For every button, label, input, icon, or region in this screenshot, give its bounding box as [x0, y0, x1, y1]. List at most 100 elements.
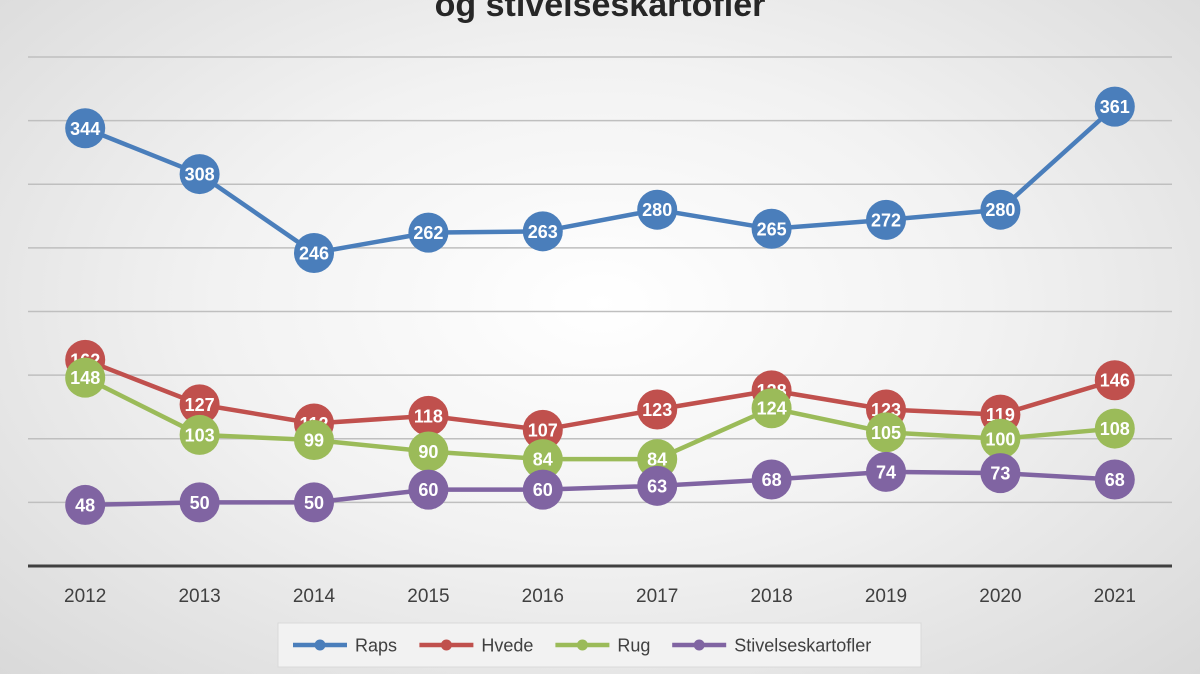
data-label: 280: [642, 200, 672, 220]
data-point: [751, 459, 792, 500]
data-label: 90: [418, 442, 438, 462]
x-tick-label: 2012: [64, 586, 106, 607]
data-point: [408, 469, 449, 510]
legend: Raps Hvede Rug Stivelseskartofler: [277, 622, 922, 668]
data-label: 361: [1100, 97, 1130, 117]
x-tick-label: 2021: [1094, 586, 1136, 607]
x-tick-label: 2015: [407, 586, 449, 607]
data-label: 119: [986, 405, 1015, 425]
data-point: [522, 469, 563, 510]
data-label: 344: [70, 119, 100, 139]
data-label: 74: [876, 462, 896, 482]
data-point: [294, 482, 334, 523]
data-label: 246: [299, 243, 329, 263]
data-label: 107: [528, 420, 558, 440]
data-label: 68: [1105, 470, 1125, 490]
data-label: 280: [985, 200, 1015, 220]
data-point: [980, 453, 1021, 494]
data-label: 63: [647, 476, 667, 496]
data-point: [1094, 360, 1135, 401]
data-point: [866, 451, 906, 492]
data-point: [866, 412, 906, 453]
data-point: [751, 388, 792, 429]
data-label: 108: [1100, 419, 1130, 439]
data-point: [980, 418, 1021, 459]
legend-marker: [693, 639, 705, 651]
series-rug: 148 103 99 90 84 84 124 105 100 108: [65, 357, 1135, 480]
x-tick-label: 2017: [636, 586, 678, 607]
data-point: [637, 465, 678, 506]
data-point: [408, 212, 449, 253]
data-label: 50: [190, 493, 210, 513]
data-label: 48: [75, 495, 95, 515]
series-stivelseskartofler: 48 50 50 60 60 63 68 74 73 68: [65, 451, 1135, 525]
data-point: [179, 384, 220, 425]
legend-marker: [440, 639, 452, 651]
x-tick-label: 2014: [293, 586, 336, 607]
data-point: [637, 189, 678, 230]
data-label: 118: [414, 406, 443, 426]
data-label: 262: [413, 223, 443, 243]
chart-title: og stivelseskartofler: [435, 0, 766, 24]
data-label: 84: [647, 450, 667, 470]
legend-label: Raps: [355, 636, 397, 656]
series-line: [82, 375, 1118, 462]
x-tick-label: 2016: [522, 586, 564, 607]
data-point: [408, 395, 449, 436]
data-label: 124: [757, 399, 787, 419]
data-point: [408, 431, 449, 472]
data-point: [294, 232, 334, 273]
data-label: 308: [185, 165, 215, 185]
data-label: 60: [533, 480, 553, 500]
data-point: [980, 189, 1021, 230]
data-point: [65, 484, 106, 525]
data-label: 263: [528, 222, 558, 242]
data-point: [522, 409, 563, 450]
x-tick-label: 2018: [750, 586, 792, 607]
legend-item-raps: Raps: [293, 636, 397, 656]
data-point: [65, 357, 106, 398]
legend-marker: [314, 639, 326, 651]
legend-label: Stivelseskartofler: [734, 636, 871, 656]
x-tick-label: 2013: [178, 586, 220, 607]
series-raps: 344 308 246 262 263 280 265 272 280 361: [65, 86, 1135, 273]
series-group: 3443082462622632802652722803611621271121…: [65, 86, 1135, 525]
x-axis: 2012 2013 2014 2015 2016 2017 2018 2019 2020 2021: [28, 564, 1172, 607]
data-label: 84: [533, 450, 553, 470]
data-label: 146: [1100, 371, 1130, 391]
data-label: 100: [985, 429, 1015, 449]
data-point: [294, 420, 334, 461]
legend-marker: [576, 639, 588, 651]
data-point: [637, 389, 678, 430]
data-label: 73: [990, 464, 1010, 484]
data-point: [1094, 86, 1135, 127]
series-line: [82, 357, 1118, 433]
data-label: 103: [185, 425, 215, 445]
data-label: 99: [304, 431, 324, 451]
data-label: 265: [757, 219, 787, 239]
data-label: 105: [871, 423, 901, 443]
series-line: [82, 469, 1118, 508]
data-point: [179, 414, 220, 455]
data-point: [65, 108, 106, 149]
series-hvede: 162127112118107123138123119146: [65, 339, 1135, 450]
data-label: 68: [762, 470, 782, 490]
legend-label: Rug: [617, 636, 650, 656]
x-tick-label: 2019: [865, 586, 907, 607]
data-point: [179, 482, 220, 523]
legend-item-stivelseskartofler: Stivelseskartofler: [672, 636, 871, 656]
x-tick-label: 2020: [979, 586, 1021, 607]
legend-item-hvede: Hvede: [419, 636, 533, 656]
data-point: [1094, 459, 1135, 500]
data-label: 60: [418, 480, 438, 500]
series-line: [82, 104, 1118, 256]
data-point: [522, 211, 563, 252]
data-point: [866, 199, 906, 240]
legend-item-rug: Rug: [555, 636, 650, 656]
data-point: [522, 439, 563, 480]
data-label: 123: [642, 400, 672, 420]
data-point: [1094, 408, 1135, 449]
legend-label: Hvede: [481, 636, 533, 656]
data-label: 127: [185, 395, 215, 415]
